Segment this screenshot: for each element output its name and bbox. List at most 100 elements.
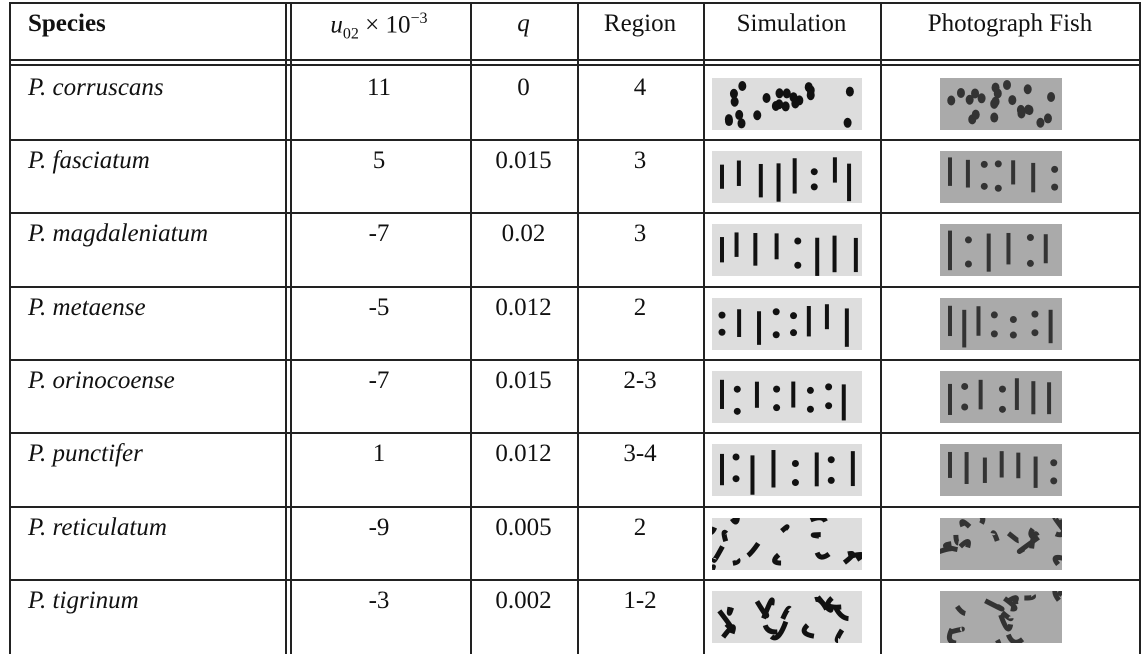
bar-stripe: [825, 304, 829, 329]
bar-stripe: [755, 382, 759, 408]
spot: [1010, 316, 1017, 323]
photo-image: [940, 298, 1062, 350]
math-mid: × 10: [359, 11, 411, 38]
spot: [965, 261, 972, 268]
photo-image: [940, 151, 1062, 203]
bar-stripe: [750, 455, 754, 494]
bar-stripe: [833, 157, 837, 182]
column-header: Simulation: [703, 10, 880, 38]
spot: [981, 183, 988, 190]
bar-stripe: [948, 157, 952, 185]
column-header: Region: [577, 10, 703, 38]
column-header: u02 × 10−3: [288, 10, 470, 43]
spot: [992, 97, 1000, 107]
spot: [846, 87, 854, 97]
spot: [1024, 84, 1032, 94]
spot: [773, 386, 780, 393]
row-rule: [10, 139, 1140, 141]
cell-value: 0: [470, 74, 577, 102]
spot: [972, 110, 980, 120]
spot: [1036, 118, 1044, 128]
spot: [719, 312, 726, 319]
species-name: P. punctifer: [28, 440, 143, 468]
spot: [789, 92, 797, 102]
species-name: P. tigrinum: [28, 587, 139, 615]
species-name: P. reticulatum: [28, 514, 167, 542]
bar-stripe: [833, 236, 837, 273]
spot: [1031, 329, 1038, 336]
image-bg: [712, 444, 862, 496]
bar-stripe: [976, 306, 980, 336]
bar-stripe: [1044, 234, 1048, 263]
spot: [966, 95, 974, 105]
spot: [995, 185, 1002, 192]
bar-stripe: [983, 458, 987, 483]
spot: [792, 460, 799, 467]
stroke: [732, 518, 737, 522]
stroke: [712, 567, 713, 570]
photo-image: [940, 591, 1062, 643]
bar-stripe: [720, 165, 724, 189]
math-sup: −3: [411, 10, 428, 27]
bar-stripe: [759, 164, 763, 197]
bar-stripe: [1047, 382, 1051, 414]
cell-value: -9: [288, 514, 470, 542]
species-name: P. magdaleniatum: [28, 220, 208, 248]
column-header: Species: [28, 10, 106, 38]
cell-value: 2: [577, 514, 703, 542]
image-bg: [940, 371, 1062, 423]
spot: [792, 479, 799, 486]
cell-value: 0.005: [470, 514, 577, 542]
spot: [1050, 459, 1057, 466]
spot: [828, 477, 835, 484]
bar-stripe: [845, 308, 849, 346]
cell-value: 3-4: [577, 440, 703, 468]
bar-stripe: [1031, 381, 1035, 414]
bar-stripe: [737, 161, 741, 186]
header-rule: [10, 59, 1140, 61]
col-rule: [880, 2, 882, 654]
image-bg: [712, 298, 862, 350]
spot: [1051, 184, 1058, 191]
column-header: q: [470, 10, 577, 38]
bar-stripe: [1006, 233, 1010, 264]
bar-stripe: [777, 163, 781, 201]
spot: [735, 110, 743, 120]
spot: [1047, 92, 1055, 102]
photo-image: [940, 371, 1062, 423]
cell-value: 5: [288, 147, 470, 175]
bar-stripe: [720, 380, 724, 409]
spot: [719, 329, 726, 336]
species-name: P. corruscans: [28, 74, 164, 102]
spot: [978, 93, 986, 103]
spot: [947, 95, 955, 105]
image-bg: [940, 298, 1062, 350]
bar-stripe: [735, 232, 739, 256]
column-header: Photograph Fish: [880, 10, 1140, 38]
cell-value: -7: [288, 367, 470, 395]
spot: [961, 403, 968, 410]
bar-stripe: [775, 233, 779, 259]
species-name: P. metaense: [28, 294, 146, 322]
bar-stripe: [962, 310, 966, 348]
spot: [790, 329, 797, 336]
bar-stripe: [1011, 160, 1015, 184]
bar-stripe: [1049, 310, 1053, 343]
spot: [763, 93, 771, 103]
cell-value: -3: [288, 587, 470, 615]
bar-stripe: [854, 238, 858, 272]
cell-value: 0.015: [470, 367, 577, 395]
spot: [965, 236, 972, 243]
bar-stripe: [847, 164, 851, 201]
spot: [961, 383, 968, 390]
spot: [733, 453, 740, 460]
bar-stripe: [793, 158, 797, 193]
col-rule: [1139, 2, 1141, 654]
bar-stripe: [851, 451, 855, 486]
bar-stripe: [965, 452, 969, 484]
photo-image: [940, 518, 1062, 570]
spot: [1003, 80, 1011, 90]
spot: [807, 387, 814, 394]
cell-value: -7: [288, 220, 470, 248]
math-sub: 02: [343, 25, 359, 42]
